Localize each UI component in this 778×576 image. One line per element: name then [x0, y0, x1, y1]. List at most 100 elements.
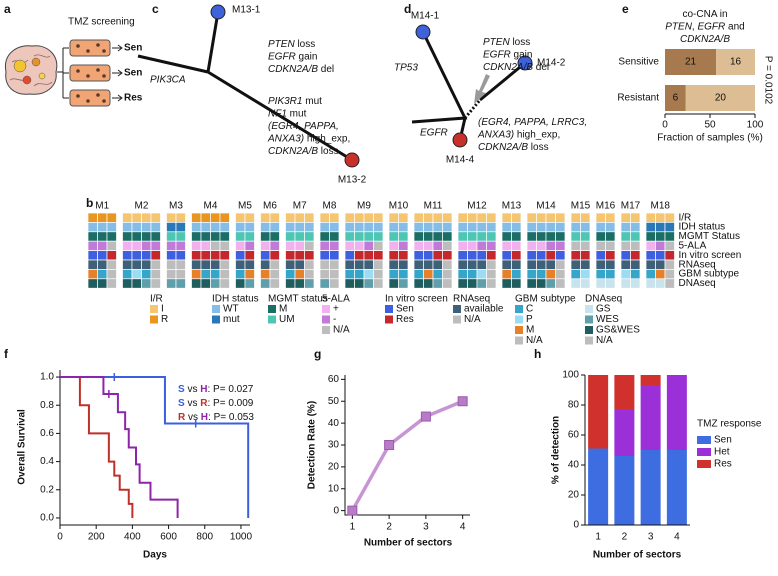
heatmap-cell — [664, 259, 675, 270]
alteration-text: CDKN2A/B loss — [268, 146, 339, 157]
legend-label: N/A — [596, 335, 613, 346]
heatmap-cell — [304, 269, 315, 280]
panel-label: a — [4, 2, 11, 16]
text-segment: PTEN — [483, 37, 510, 48]
heatmap-cell — [526, 278, 537, 289]
text-segment: EGFR — [697, 21, 725, 32]
heatmap-cell — [304, 231, 315, 242]
heatmap-cell — [373, 250, 384, 261]
heatmap-cell — [442, 222, 453, 233]
heatmap-cell — [432, 259, 443, 270]
gene-label: PIK3CA — [150, 75, 186, 86]
heatmap-cell — [329, 212, 340, 223]
x-tick-label: 2 — [622, 532, 628, 543]
y-tick-label: 60 — [568, 430, 580, 441]
heatmap-cell — [580, 278, 591, 289]
x-tick-label: 800 — [196, 532, 213, 543]
heatmap-cell — [413, 212, 424, 223]
heatmap-cell — [467, 240, 478, 251]
heatmap-cell — [555, 222, 566, 233]
heatmap-cell — [141, 278, 152, 289]
heatmap-cell — [413, 269, 424, 280]
heatmap-cell — [354, 240, 365, 251]
heatmap-cell — [373, 269, 384, 280]
alteration-text: EGFR gain — [268, 51, 317, 62]
heatmap-cell — [545, 212, 556, 223]
heatmap-cell — [244, 222, 255, 233]
heatmap-cell — [398, 259, 409, 270]
heatmap-cell — [235, 231, 246, 242]
heatmap-cell — [304, 259, 315, 270]
row-label: MGMT Status — [679, 231, 741, 242]
heatmap-cell — [570, 250, 581, 261]
heatmap-cell — [373, 231, 384, 242]
patient-label: M7 — [293, 201, 307, 212]
marker — [347, 505, 358, 516]
heatmap-cell — [432, 269, 443, 280]
legend-swatch — [322, 305, 330, 313]
heatmap-cell — [191, 212, 202, 223]
text-segment: CDKN2A/B — [478, 142, 528, 153]
brain — [4, 45, 58, 95]
heatmap-cell — [664, 269, 675, 280]
heatmap-cell — [175, 250, 186, 261]
heatmap-cell — [476, 222, 487, 233]
heatmap-cell — [122, 240, 133, 251]
legend-swatch — [212, 315, 220, 324]
heatmap-cell — [235, 259, 246, 270]
heatmap-cell — [655, 212, 666, 223]
bar — [716, 49, 755, 75]
heatmap-cell — [191, 269, 202, 280]
text-segment: H — [200, 384, 207, 395]
heatmap-cell — [269, 231, 280, 242]
cell — [76, 94, 80, 98]
heatmap-cell — [442, 259, 453, 270]
heatmap-cell — [344, 222, 355, 233]
tumor-region — [22, 75, 32, 85]
heatmap-cell — [555, 250, 566, 261]
value-label: 21 — [685, 57, 697, 68]
heatmap-cell — [486, 231, 497, 242]
heatmap-cell — [319, 240, 330, 251]
node-label: M14-4 — [446, 155, 475, 166]
heatmap-cell — [304, 222, 315, 233]
heatmap-cell — [363, 269, 374, 280]
heatmap-cell — [501, 212, 512, 223]
heatmap-cell — [244, 212, 255, 223]
heatmap-cell — [526, 222, 537, 233]
text-segment: PIK3R1 — [268, 96, 302, 107]
legend-label: Sen — [396, 304, 414, 315]
heatmap-cell — [166, 222, 177, 233]
legend-title: MGMT status — [268, 294, 328, 305]
legend-swatch — [150, 305, 158, 313]
heatmap-cell — [580, 231, 591, 242]
comparison: S vs H: P= 0.027 — [178, 384, 254, 395]
heatmap-cell — [200, 250, 211, 261]
row-label: In vitro screen — [679, 250, 742, 261]
node-label: M13-2 — [338, 175, 367, 186]
heatmap-cell — [511, 278, 522, 289]
heatmap-cell — [150, 250, 161, 261]
heatmap-cell — [97, 250, 108, 261]
heatmap-cell — [304, 278, 315, 289]
legend-swatch — [585, 315, 593, 324]
legend-swatch — [150, 315, 158, 324]
heatmap-cell — [423, 222, 434, 233]
heatmap-cell — [141, 259, 152, 270]
cell — [96, 93, 100, 97]
bar — [685, 85, 755, 111]
heatmap-cell — [664, 212, 675, 223]
heatmap-cell — [175, 259, 186, 270]
heatmap-cell — [150, 269, 161, 280]
heatmap-cell — [486, 269, 497, 280]
text-segment: CDKN2A/B — [268, 146, 318, 157]
heatmap-cell — [285, 278, 296, 289]
legend-swatch — [212, 305, 220, 313]
heatmap-cell — [244, 240, 255, 251]
heatmap-cell — [442, 250, 453, 261]
heatmap-cell — [87, 269, 98, 280]
heatmap-cell — [536, 259, 547, 270]
heatmap-cell — [329, 231, 340, 242]
heatmap-cell — [501, 231, 512, 242]
heatmap-cell — [363, 212, 374, 223]
